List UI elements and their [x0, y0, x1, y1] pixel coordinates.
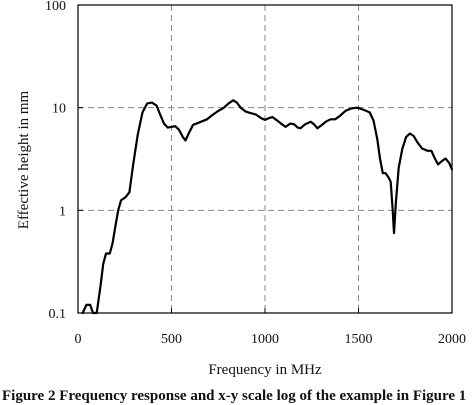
grid — [78, 5, 452, 313]
y-axis-label: Effective height in mm — [16, 90, 32, 229]
x-axis-ticks: 0 500 1000 1500 2000 — [75, 308, 466, 347]
y-axis-ticks: 0.1 1 10 100 — [45, 0, 83, 322]
y-tick-label: 10 — [52, 102, 66, 117]
y-tick-label: 0.1 — [49, 307, 67, 322]
x-axis-label: Frequency in MHz — [208, 362, 322, 378]
figure-caption: Figure 2 Frequency response and x-y scal… — [2, 388, 466, 404]
y-tick-label: 1 — [59, 204, 66, 219]
x-tick-label: 2000 — [438, 332, 466, 347]
x-tick-label: 0 — [75, 332, 82, 347]
x-tick-label: 1500 — [345, 332, 373, 347]
y-tick-label: 100 — [45, 0, 66, 14]
x-tick-label: 500 — [161, 332, 182, 347]
series-line — [81, 99, 454, 315]
x-tick-label: 1000 — [251, 332, 279, 347]
